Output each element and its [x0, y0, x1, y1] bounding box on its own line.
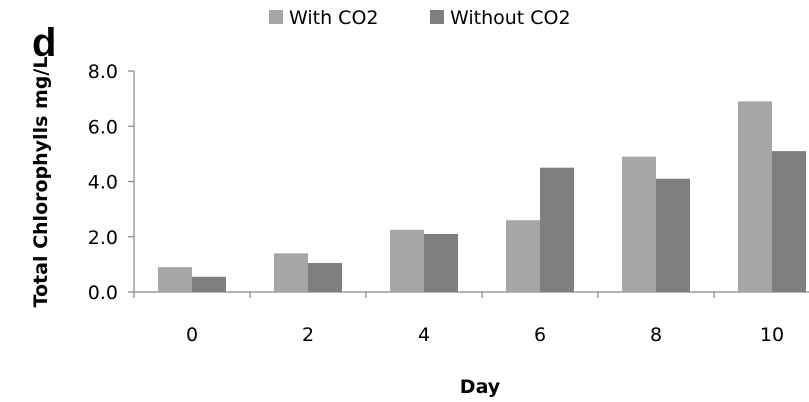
- x-tick-label: 2: [302, 324, 314, 346]
- x-tick-label: 0: [186, 324, 198, 346]
- panel-label: d: [32, 21, 56, 65]
- bar-without-co2: [772, 151, 806, 292]
- legend-swatch: [269, 10, 283, 24]
- bar-without-co2: [424, 233, 458, 292]
- x-tick-label: 8: [650, 324, 662, 346]
- bar-with-co2: [506, 220, 540, 292]
- x-axis: 0 2 4 6 8 10: [133, 291, 809, 346]
- bar-without-co2: [540, 167, 574, 292]
- legend: With CO2 Without CO2: [269, 7, 571, 29]
- bar-with-co2: [158, 267, 192, 292]
- x-tick-label: 4: [418, 324, 430, 346]
- bar-without-co2: [656, 178, 690, 292]
- x-tick-label: 6: [534, 324, 546, 346]
- bar-with-co2: [274, 253, 308, 292]
- bar-without-co2: [308, 262, 342, 292]
- bar-with-co2: [622, 156, 656, 292]
- y-tick-label: 2.0: [88, 227, 118, 249]
- bar-with-co2: [390, 229, 424, 292]
- bar-without-co2: [192, 276, 226, 292]
- x-tick-label: 10: [760, 324, 784, 346]
- legend-swatch: [430, 10, 444, 24]
- y-axis-title: Total Chlorophylls mg/L: [30, 57, 52, 308]
- y-tick-label: 6.0: [88, 116, 118, 138]
- y-tick-label: 4.0: [88, 172, 118, 194]
- bar-with-co2: [738, 101, 772, 292]
- y-tick-label: 0.0: [88, 282, 118, 304]
- y-axis: 0.0 2.0 4.0 6.0 8.0: [88, 61, 135, 304]
- x-axis-title: Day: [460, 376, 501, 398]
- legend-label: With CO2: [289, 7, 379, 29]
- legend-label: Without CO2: [450, 7, 571, 29]
- bars: [158, 101, 806, 292]
- y-tick-label: 8.0: [88, 61, 118, 83]
